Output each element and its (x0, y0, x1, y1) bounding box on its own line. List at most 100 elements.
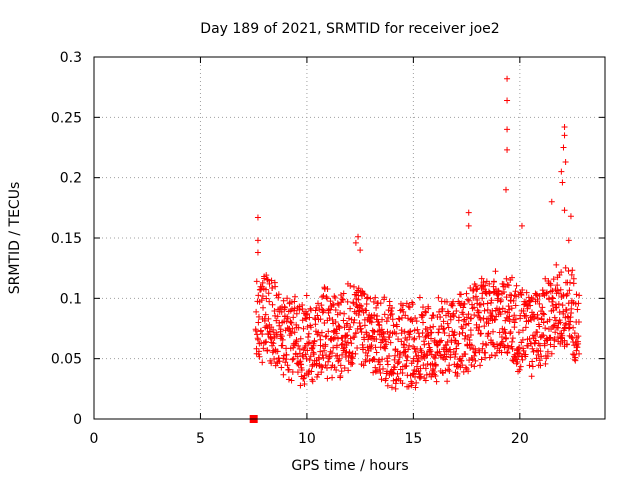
data-point (461, 335, 468, 342)
data-point (519, 327, 526, 334)
data-point-peak (548, 198, 555, 205)
data-point (505, 344, 512, 351)
data-point (427, 348, 434, 355)
data-point (441, 330, 448, 337)
data-point (532, 337, 539, 344)
data-point (265, 315, 272, 322)
data-point (536, 357, 543, 364)
data-point (310, 351, 317, 358)
data-point (350, 283, 357, 290)
data-point (289, 325, 296, 332)
data-point (259, 279, 266, 286)
y-tick-label: 0.05 (51, 352, 82, 368)
data-point (284, 315, 291, 322)
data-point (335, 335, 342, 342)
data-point (273, 329, 280, 336)
data-point (351, 316, 358, 323)
data-point (278, 333, 285, 340)
data-point (314, 300, 321, 307)
data-point (437, 313, 444, 320)
data-point (325, 306, 332, 313)
data-point (345, 357, 352, 364)
data-point (378, 376, 385, 383)
data-point (445, 324, 452, 331)
data-point (465, 368, 472, 375)
data-point (304, 310, 311, 317)
data-point (336, 355, 343, 362)
data-point (311, 337, 318, 344)
data-point (270, 326, 277, 333)
data-point (453, 308, 460, 315)
data-point (523, 289, 530, 296)
data-point (505, 282, 512, 289)
data-point (267, 335, 274, 342)
data-point (360, 362, 367, 369)
data-point (422, 365, 429, 372)
data-point (372, 344, 379, 351)
data-point (530, 348, 537, 355)
data-point (306, 357, 313, 364)
data-point (347, 305, 354, 312)
data-point (491, 278, 498, 285)
data-point (488, 337, 495, 344)
data-point (294, 353, 301, 360)
data-point (376, 361, 383, 368)
data-point (387, 312, 394, 319)
data-point-peak (355, 233, 362, 240)
data-point (340, 317, 347, 324)
data-point-peak (518, 222, 525, 229)
data-point (317, 336, 324, 343)
data-point (528, 317, 535, 324)
data-point (387, 339, 394, 346)
data-point (574, 344, 581, 351)
data-point (262, 339, 269, 346)
data-point (307, 324, 314, 331)
data-point (450, 332, 457, 339)
data-point (468, 362, 475, 369)
data-point (373, 304, 380, 311)
data-point (321, 347, 328, 354)
data-point (482, 349, 489, 356)
data-point (412, 315, 419, 322)
data-point (471, 304, 478, 311)
data-point (360, 290, 367, 297)
data-point (344, 320, 351, 327)
data-point (575, 333, 582, 340)
data-point (547, 334, 554, 341)
data-point (495, 288, 502, 295)
data-point (570, 324, 577, 331)
data-point (459, 325, 466, 332)
data-point (360, 344, 367, 351)
data-point (504, 309, 511, 316)
data-point (475, 327, 482, 334)
data-point (345, 367, 352, 374)
data-point (263, 338, 270, 345)
data-point (451, 331, 458, 338)
data-point (418, 373, 425, 380)
data-point (542, 275, 549, 282)
y-tick-label: 0.1 (60, 291, 82, 307)
data-point (352, 329, 359, 336)
data-point (482, 282, 489, 289)
data-point (506, 318, 513, 325)
data-point (516, 366, 523, 373)
data-point (529, 358, 536, 365)
data-point (524, 305, 531, 312)
data-point (293, 321, 300, 328)
data-point (274, 348, 281, 355)
data-point (538, 316, 545, 323)
data-point (511, 312, 518, 319)
data-point (479, 345, 486, 352)
data-point (284, 362, 291, 369)
data-point (355, 311, 362, 318)
data-point (476, 323, 483, 330)
data-point (492, 316, 499, 323)
data-point (385, 307, 392, 314)
data-point (259, 359, 266, 366)
data-point (462, 321, 469, 328)
data-point (293, 310, 300, 317)
data-point (533, 355, 540, 362)
data-point (499, 305, 506, 312)
data-point (268, 360, 275, 367)
data-point (285, 366, 292, 373)
